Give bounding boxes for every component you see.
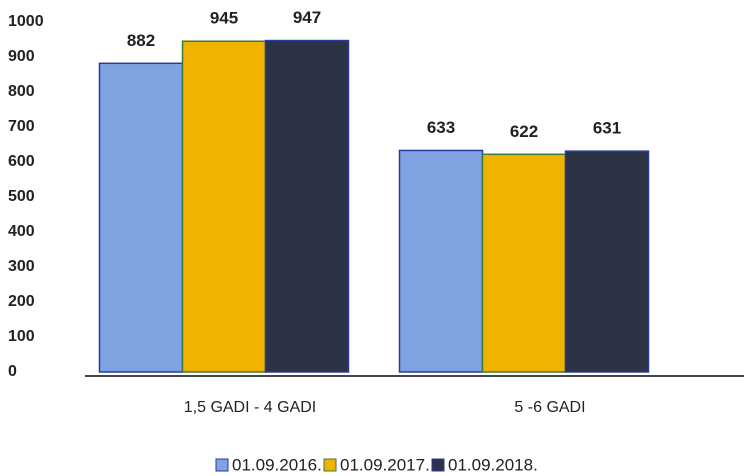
y-tick-label: 0 [8,363,17,380]
y-tick-label: 1000 [8,13,44,30]
legend-label: 01.09.2016. [232,455,322,474]
bar [564,150,650,373]
y-tick-label: 300 [8,258,35,275]
y-tick-label: 100 [8,328,35,345]
data-label: 945 [210,9,238,28]
legend-label: 01.09.2017. [340,455,430,474]
x-tick-label: 1,5 GADI - 4 GADI [184,399,316,416]
legend-swatch [431,458,445,472]
data-label: 633 [427,118,455,137]
y-tick-label: 400 [8,223,35,240]
legend-swatch [215,458,229,472]
bar [481,153,567,373]
y-tick-label: 200 [8,293,35,310]
data-label: 947 [293,8,321,27]
y-tick-label: 800 [8,83,35,100]
y-tick-label: 600 [8,153,35,170]
bar [398,149,484,373]
data-label: 622 [510,122,538,141]
data-label: 631 [593,119,621,138]
bar [98,62,184,373]
x-tick-label: 5 -6 GADI [514,399,585,416]
y-tick-label: 700 [8,118,35,135]
legend-swatch [323,458,337,472]
legend-label: 01.09.2018. [448,455,538,474]
y-tick-label: 900 [8,48,35,65]
y-tick-label: 500 [8,188,35,205]
bar [264,39,350,373]
bar [181,40,267,373]
data-label: 882 [127,31,155,50]
